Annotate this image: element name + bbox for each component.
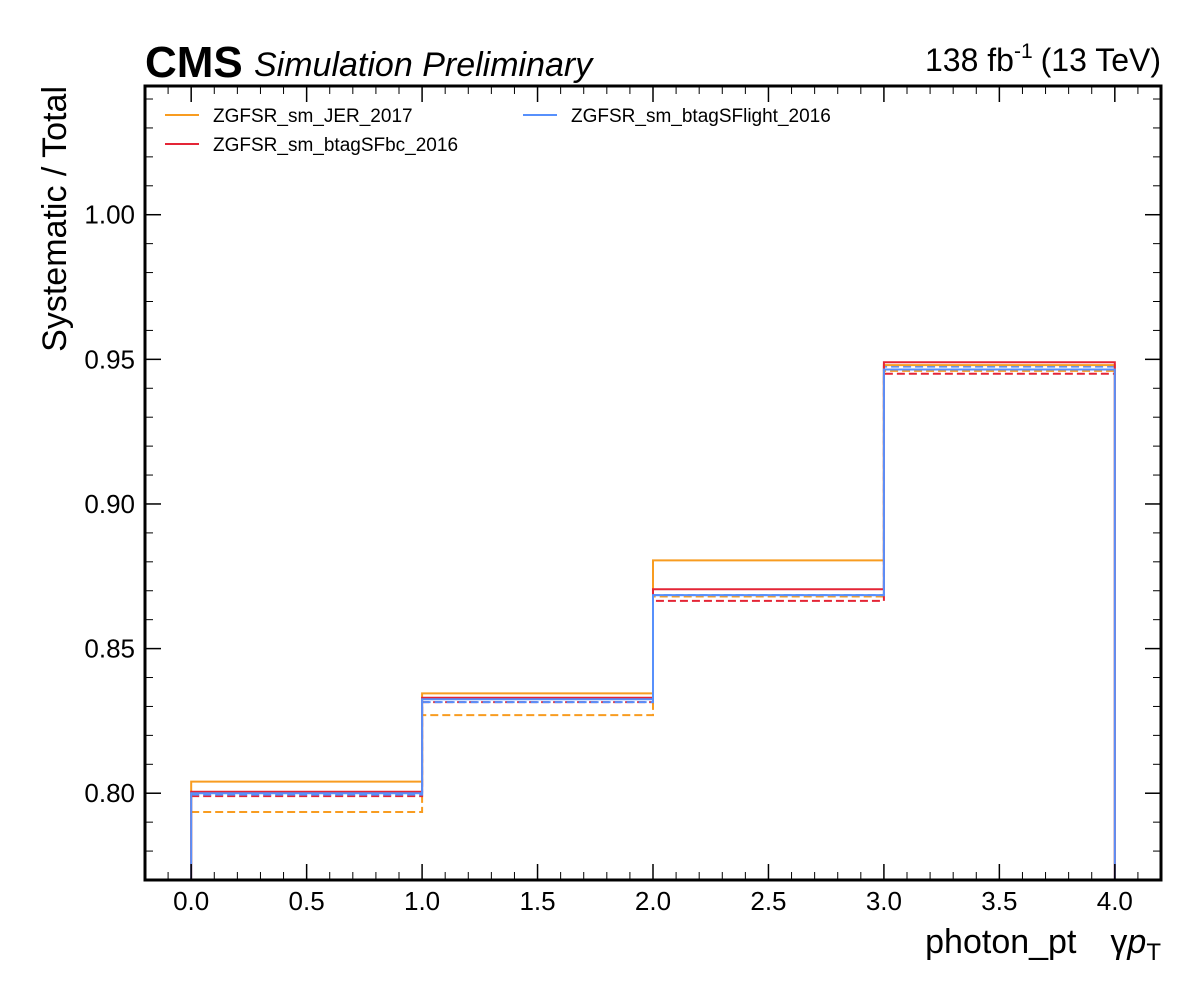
x-axis-title: photon_pt [925,923,1077,961]
status-label: Simulation Preliminary [254,46,594,84]
lumi-label: 138 fb-1 (13 TeV) [925,40,1161,78]
x-tick-label: 1.5 [519,886,555,916]
x-tick-label: 2.5 [750,886,786,916]
chart-header: CMS Simulation Preliminary 138 fb-1 (13 T… [145,38,1161,87]
y-tick-label: 0.90 [84,489,135,519]
legend: ZGFSR_sm_JER_2017 ZGFSR_sm_btagSFbc_2016 Z… [165,106,831,156]
energy-label: (13 TeV) [1041,42,1161,78]
lumi-value: 138 fb [925,42,1014,78]
y-tick-label: 0.95 [84,344,135,374]
x-axis-label: photon_pt γpT [925,923,1161,966]
x-tick-label: 3.0 [866,886,902,916]
x-axis-gamma: γ [1110,923,1127,961]
legend-label-0: ZGFSR_sm_JER_2017 [213,106,413,127]
y-axis-label: Systematic / Total [36,86,74,352]
x-tick-label: 4.0 [1097,886,1133,916]
y-tick-label: 1.00 [84,200,135,230]
y-tick-label: 0.85 [84,634,135,664]
x-axis-p: p [1126,923,1146,961]
y-tick-label: 0.80 [84,778,135,808]
lumi-exponent: -1 [1014,40,1033,63]
x-tick-label: 2.0 [635,886,671,916]
legend-label-2: ZGFSR_sm_btagSFlight_2016 [571,106,831,127]
x-tick-label: 0.5 [289,886,325,916]
legend-label-1: ZGFSR_sm_btagSFbc_2016 [213,135,458,156]
experiment-label: CMS [145,38,243,87]
x-tick-label: 0.0 [173,886,209,916]
series-up-2 [190,368,1116,880]
plot-frame [143,84,1163,882]
series-layer [190,361,1116,880]
x-tick-label: 3.5 [981,886,1017,916]
x-axis-sub: T [1146,939,1161,966]
x-tick-label: 1.0 [404,886,440,916]
